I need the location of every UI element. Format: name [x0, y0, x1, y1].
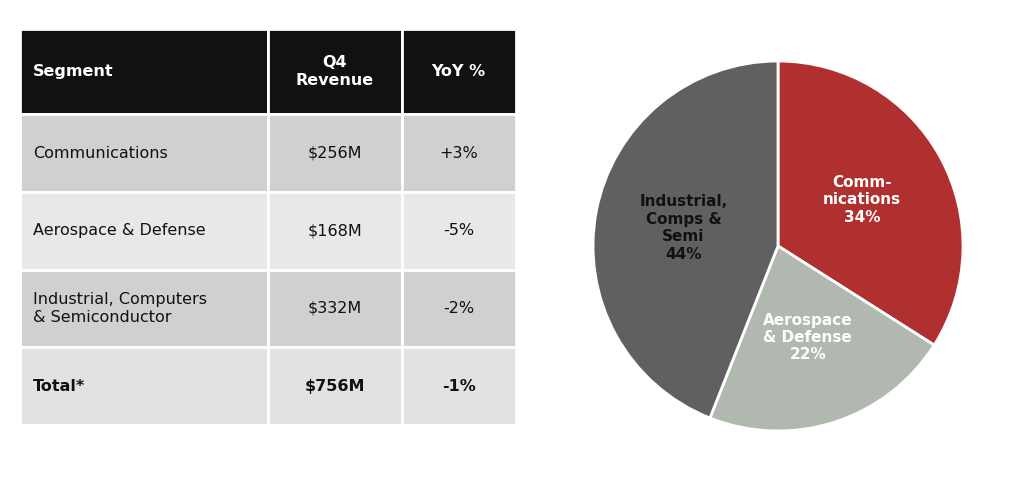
Text: Total*: Total*	[33, 379, 85, 394]
FancyBboxPatch shape	[402, 270, 516, 347]
Wedge shape	[593, 61, 778, 418]
Text: $168M: $168M	[308, 223, 363, 238]
Text: $256M: $256M	[308, 146, 362, 160]
Text: $756M: $756M	[305, 379, 365, 394]
Text: -2%: -2%	[443, 301, 474, 316]
Text: Comm-
nications
34%: Comm- nications 34%	[824, 175, 901, 224]
Text: Industrial,
Comps &
Semi
44%: Industrial, Comps & Semi 44%	[639, 194, 727, 262]
FancyBboxPatch shape	[21, 347, 268, 425]
Text: Aerospace
& Defense
22%: Aerospace & Defense 22%	[762, 312, 853, 363]
FancyBboxPatch shape	[268, 270, 402, 347]
FancyBboxPatch shape	[402, 192, 516, 270]
Text: +3%: +3%	[439, 146, 478, 160]
FancyBboxPatch shape	[21, 192, 268, 270]
FancyBboxPatch shape	[21, 29, 268, 114]
Wedge shape	[778, 61, 963, 345]
Text: Communications: Communications	[33, 146, 168, 160]
Wedge shape	[710, 246, 934, 431]
FancyBboxPatch shape	[268, 29, 402, 114]
Text: YoY %: YoY %	[432, 64, 486, 79]
Text: $332M: $332M	[308, 301, 362, 316]
FancyBboxPatch shape	[268, 192, 402, 270]
Text: Q4
Revenue: Q4 Revenue	[295, 55, 374, 88]
FancyBboxPatch shape	[402, 29, 516, 114]
FancyBboxPatch shape	[21, 270, 268, 347]
Text: Segment: Segment	[33, 64, 113, 79]
FancyBboxPatch shape	[268, 347, 402, 425]
FancyBboxPatch shape	[402, 347, 516, 425]
Text: -5%: -5%	[443, 223, 474, 238]
Text: Industrial, Computers
& Semiconductor: Industrial, Computers & Semiconductor	[33, 292, 206, 325]
Text: -1%: -1%	[441, 379, 476, 394]
FancyBboxPatch shape	[21, 114, 268, 192]
Text: Aerospace & Defense: Aerospace & Defense	[33, 223, 205, 238]
FancyBboxPatch shape	[268, 114, 402, 192]
FancyBboxPatch shape	[402, 114, 516, 192]
